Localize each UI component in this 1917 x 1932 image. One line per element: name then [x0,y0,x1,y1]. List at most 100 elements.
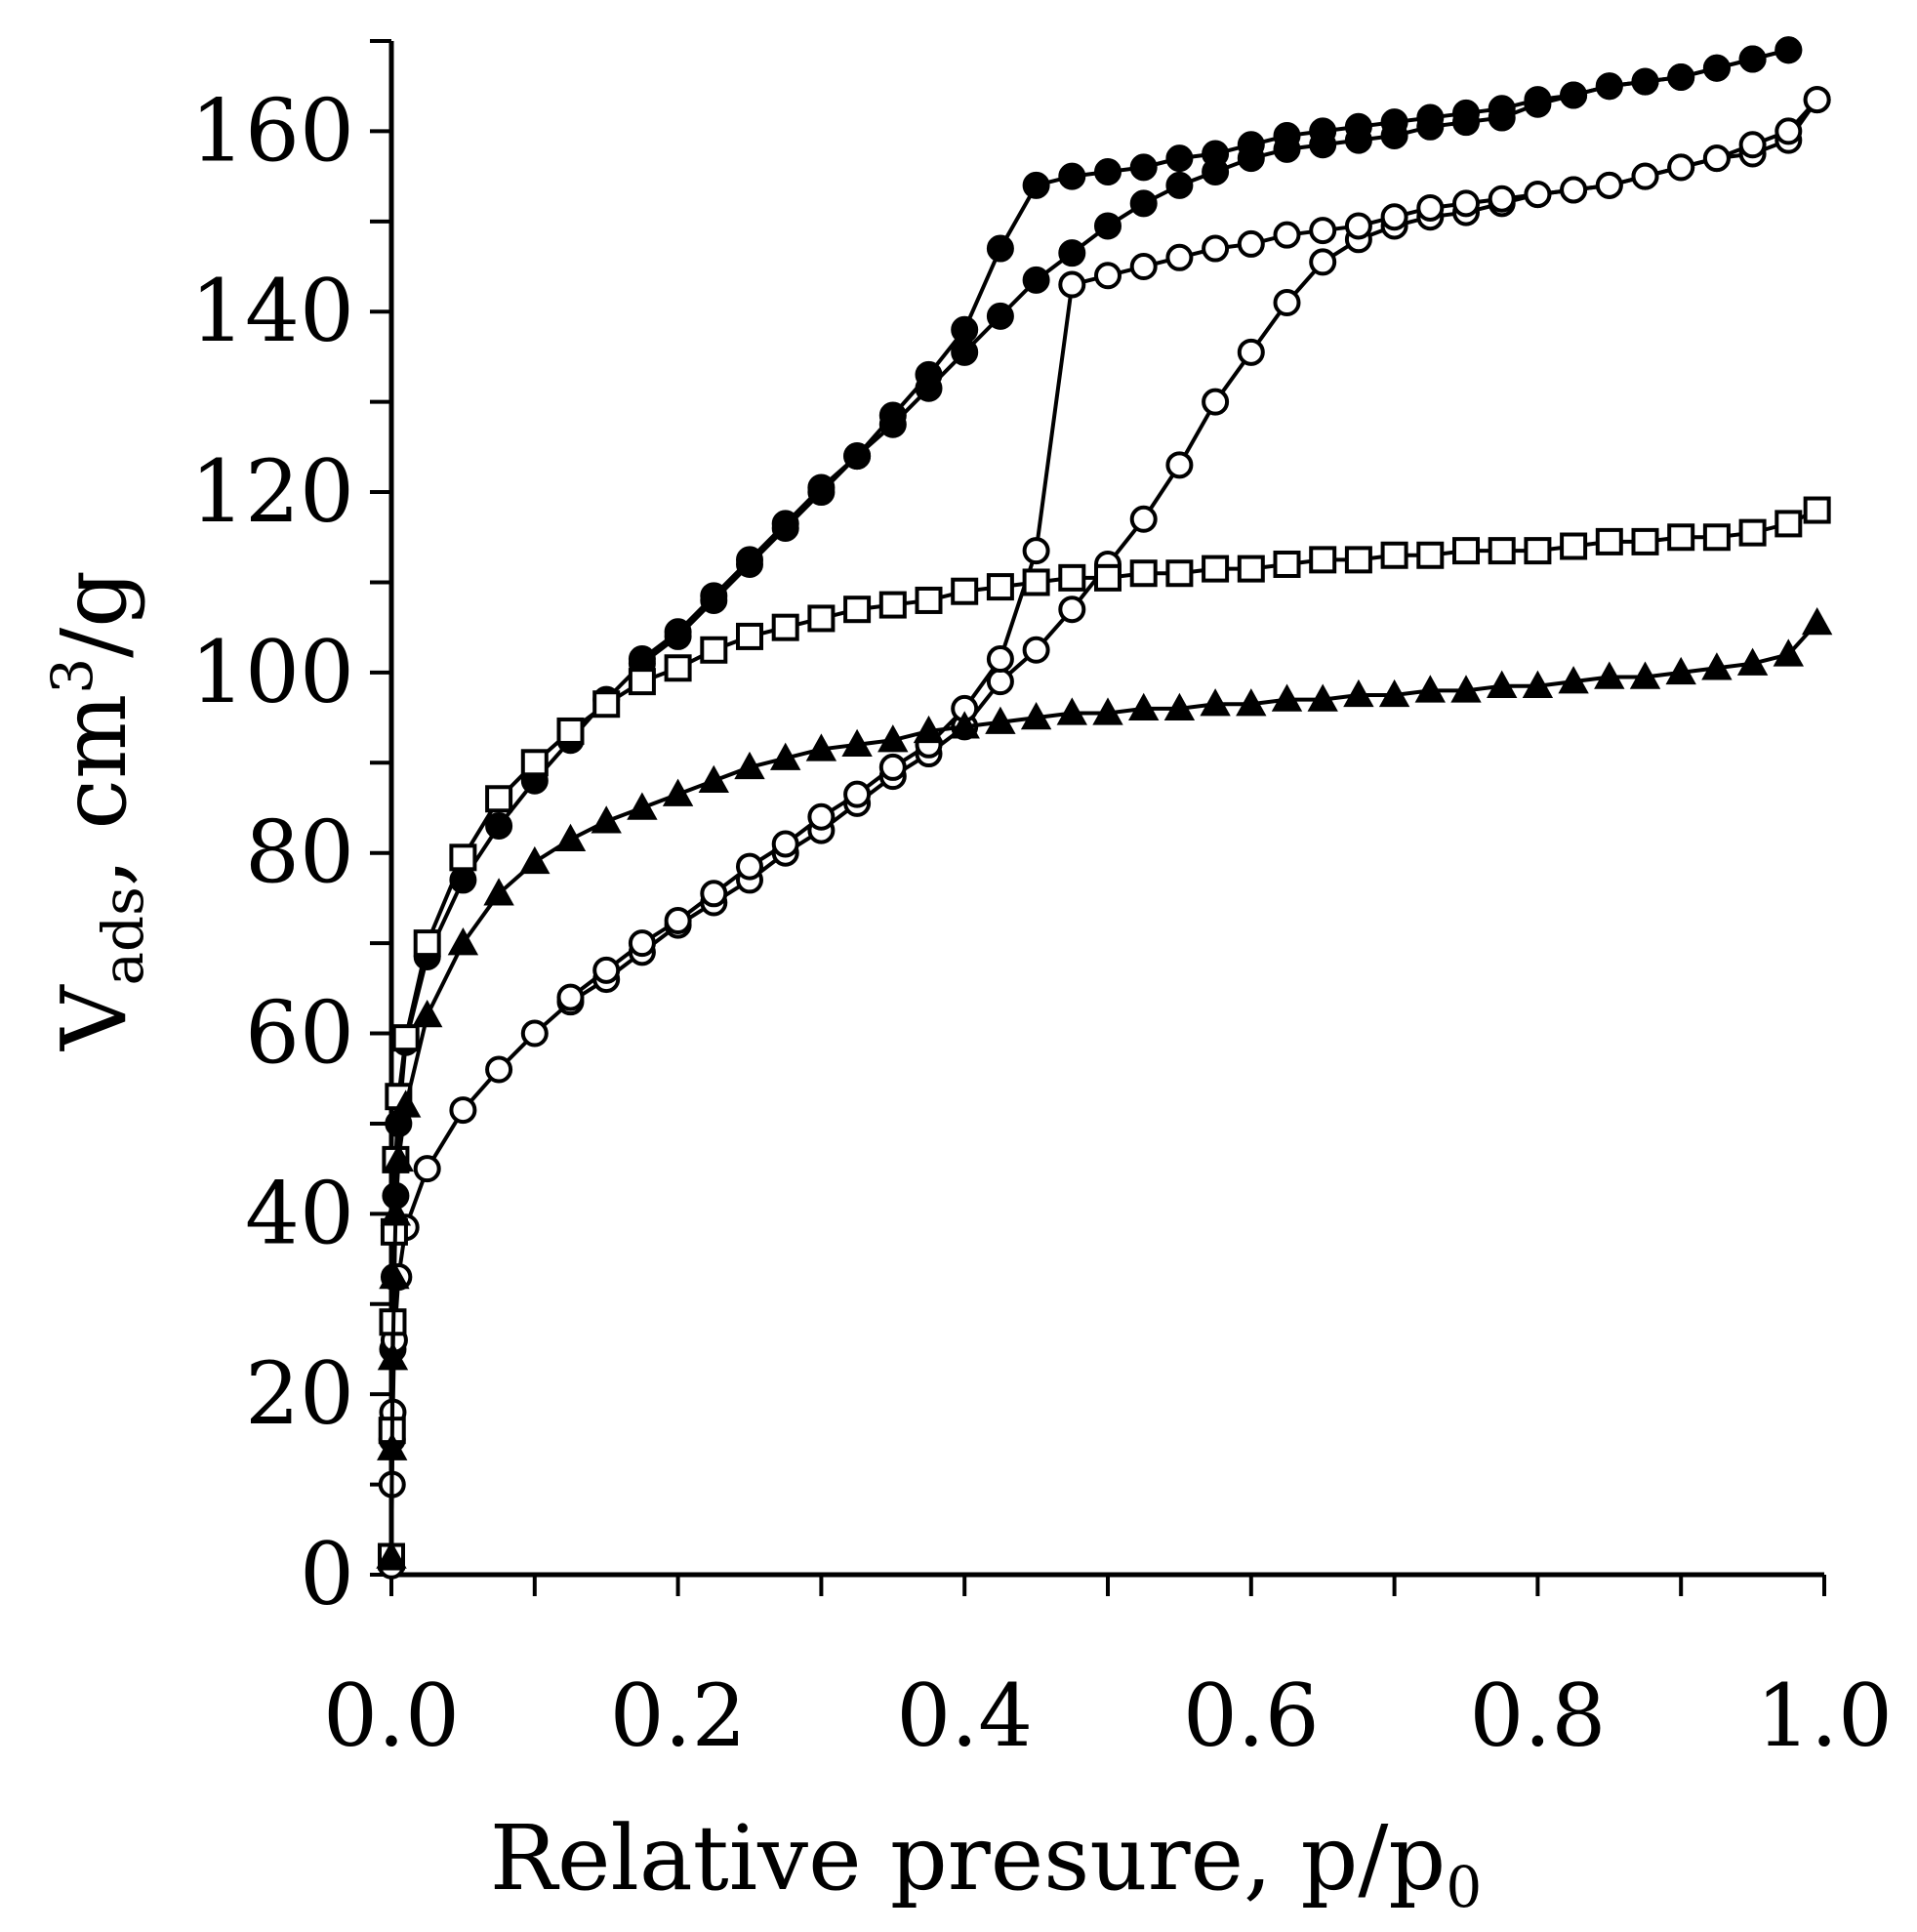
data-point [1667,62,1695,91]
data-point [771,613,799,641]
data-point [700,636,728,664]
y-tick-label: 160 [190,80,354,181]
data-point [1094,563,1122,592]
data-point [1524,86,1552,114]
data-point [1058,239,1086,267]
data-point [1058,162,1086,190]
data-point [951,577,979,605]
data-point [1803,86,1831,114]
y-tick-label: 60 [245,983,354,1084]
data-point [1738,131,1767,159]
data-point [664,618,692,646]
series-open-circle [378,86,1831,1580]
x-tick-label: 0.0 [323,1665,460,1766]
data-point [520,749,549,777]
data-point [1022,266,1050,294]
data-point [807,604,836,633]
data-point [1702,54,1731,82]
data-point [986,234,1014,263]
data-point [1774,36,1803,64]
data-point [1701,652,1733,680]
series-line-adsorption [389,48,1789,1557]
y-tick-label: 100 [190,622,354,722]
data-point [380,1198,412,1226]
data-point [628,645,656,674]
data-point [1129,189,1158,218]
data-point [949,711,980,739]
data-point [628,929,656,958]
data-point [1273,122,1301,150]
data-point [736,546,763,574]
data-point [413,1155,441,1183]
y-tick-label: 0 [300,1524,354,1624]
data-point [913,715,945,744]
data-point [1022,171,1050,199]
data-point [485,811,513,840]
data-point [1631,162,1659,190]
data-point [1522,670,1554,698]
data-point [1022,568,1050,596]
data-point [1309,217,1337,245]
data-point [1129,153,1158,182]
data-point [1414,675,1446,703]
data-point [1558,666,1589,694]
data-point [986,573,1014,601]
data-point [1094,212,1122,240]
data-point [1452,99,1480,127]
data-point [878,591,907,619]
data-point [1488,537,1516,565]
y-tick-label: 20 [245,1343,354,1444]
data-point [877,724,909,753]
data-point [1165,451,1194,479]
data-point [412,999,443,1028]
data-point [1560,532,1588,560]
data-point [1092,697,1123,725]
data-point [1774,510,1803,538]
series-layer [376,36,1833,1580]
series-line-adsorption [389,621,1819,1557]
data-point [1058,563,1086,592]
data-point [1344,212,1372,240]
data-point [519,845,551,875]
data-point [1165,144,1194,173]
y-tick-label: 120 [190,441,354,542]
data-point [1237,555,1265,583]
data-point [592,956,621,984]
data-point [1416,103,1445,132]
data-point [1736,647,1769,676]
data-point [1307,683,1338,712]
data-point [1416,541,1445,569]
data-point [1378,678,1410,708]
data-point [951,315,979,344]
series-filled-circle [378,36,1803,1571]
data-point [771,830,799,858]
data-point [1165,171,1194,199]
data-point [376,1541,407,1569]
data-point [1594,661,1625,689]
data-point [1236,688,1267,717]
data-point [1416,193,1445,222]
data-point [627,792,658,820]
data-point [770,742,801,770]
data-point [1595,527,1623,555]
data-point [1560,176,1588,204]
data-point [1801,606,1833,636]
x-axis-title: Relative presure, p/p0 [490,1806,1482,1920]
data-point [1488,185,1516,213]
series-line-adsorption [389,508,1818,1557]
data-point [591,805,622,834]
data-point [1273,288,1301,316]
data-point [736,622,763,650]
data-point [628,668,656,696]
data-point [1665,656,1696,685]
data-point [1343,678,1374,708]
data-point [485,1055,513,1084]
data-point [1452,189,1480,218]
data-point [1380,541,1408,569]
data-point [1487,670,1518,698]
data-point [1202,388,1230,416]
data-point [985,706,1016,734]
data-point [1237,131,1265,159]
data-point [878,401,907,430]
data-point [556,983,585,1011]
